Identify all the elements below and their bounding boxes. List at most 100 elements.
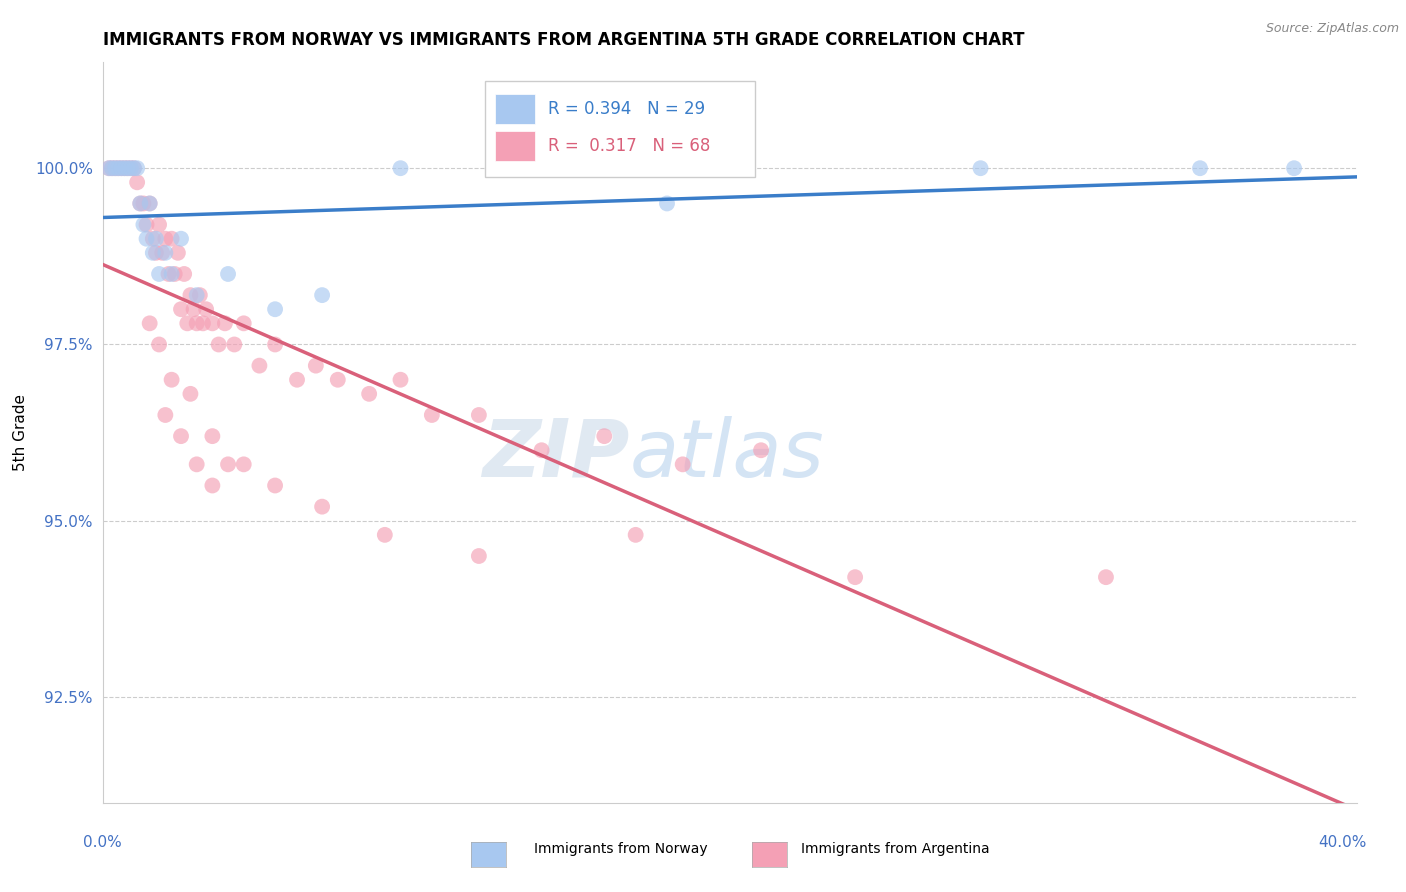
Point	[389, 373, 412, 387]
FancyBboxPatch shape	[495, 95, 536, 124]
Point	[311, 500, 333, 514]
Point	[176, 316, 198, 330]
FancyBboxPatch shape	[495, 131, 536, 161]
Point	[179, 387, 201, 401]
Point	[389, 161, 412, 176]
Point	[148, 267, 170, 281]
Point	[195, 302, 218, 317]
Point	[672, 458, 695, 472]
Point	[1282, 161, 1305, 176]
Point	[138, 196, 160, 211]
Point	[122, 161, 145, 176]
Point	[191, 316, 214, 330]
Point	[186, 316, 208, 330]
Point	[97, 161, 120, 176]
Point	[232, 316, 254, 330]
Point	[163, 267, 186, 281]
Point	[155, 232, 177, 246]
Point	[145, 245, 167, 260]
Point	[150, 245, 173, 260]
Point	[117, 161, 139, 176]
Point	[120, 161, 142, 176]
Point	[122, 161, 145, 176]
Point	[157, 267, 180, 281]
Point	[110, 161, 132, 176]
Point	[530, 443, 553, 458]
Point	[101, 161, 124, 176]
Point	[155, 245, 177, 260]
Point	[224, 337, 246, 351]
Point	[114, 161, 136, 176]
Text: R = 0.394   N = 29: R = 0.394 N = 29	[548, 100, 704, 118]
Point	[969, 161, 991, 176]
Point	[107, 161, 129, 176]
Point	[264, 302, 287, 317]
Point	[104, 161, 127, 176]
Point	[135, 232, 157, 246]
Point	[311, 288, 333, 302]
Point	[217, 458, 239, 472]
Y-axis label: 5th Grade: 5th Grade	[13, 394, 28, 471]
Point	[132, 218, 155, 232]
Point	[129, 196, 152, 211]
Point	[201, 478, 224, 492]
Point	[104, 161, 127, 176]
Point	[117, 161, 139, 176]
Text: 40.0%: 40.0%	[1319, 836, 1367, 850]
Text: atlas: atlas	[630, 416, 824, 494]
Point	[120, 161, 142, 176]
Point	[127, 175, 149, 189]
Point	[624, 528, 647, 542]
Point	[101, 161, 124, 176]
FancyBboxPatch shape	[485, 81, 755, 178]
Point	[201, 316, 224, 330]
Point	[183, 302, 205, 317]
Point	[264, 337, 287, 351]
Point	[97, 161, 120, 176]
Point	[1189, 161, 1212, 176]
Point	[188, 288, 211, 302]
Point	[135, 218, 157, 232]
Point	[420, 408, 443, 422]
Point	[148, 218, 170, 232]
Point	[1095, 570, 1118, 584]
Point	[232, 458, 254, 472]
Point	[593, 429, 616, 443]
Point	[142, 232, 165, 246]
Point	[247, 359, 270, 373]
Point	[138, 196, 160, 211]
Point	[173, 267, 195, 281]
Point	[107, 161, 129, 176]
Point	[170, 429, 193, 443]
Point	[201, 429, 224, 443]
Point	[305, 359, 328, 373]
Point	[468, 549, 491, 563]
Text: R =  0.317   N = 68: R = 0.317 N = 68	[548, 137, 710, 155]
Point	[160, 373, 183, 387]
Point	[326, 373, 349, 387]
Point	[186, 288, 208, 302]
Point	[170, 232, 193, 246]
Point	[129, 196, 152, 211]
Point	[186, 458, 208, 472]
Point	[132, 196, 155, 211]
Point	[138, 316, 160, 330]
Point	[148, 337, 170, 351]
Point	[145, 232, 167, 246]
Point	[160, 267, 183, 281]
Text: 0.0%: 0.0%	[83, 836, 122, 850]
Text: Source: ZipAtlas.com: Source: ZipAtlas.com	[1265, 22, 1399, 36]
Point	[179, 288, 201, 302]
Text: Immigrants from Argentina: Immigrants from Argentina	[801, 842, 990, 856]
Point	[127, 161, 149, 176]
Point	[264, 478, 287, 492]
Point	[114, 161, 136, 176]
Point	[749, 443, 772, 458]
Point	[170, 302, 193, 317]
Point	[214, 316, 236, 330]
Point	[160, 232, 183, 246]
Point	[285, 373, 308, 387]
Point	[155, 408, 177, 422]
Text: Immigrants from Norway: Immigrants from Norway	[534, 842, 707, 856]
Point	[208, 337, 231, 351]
